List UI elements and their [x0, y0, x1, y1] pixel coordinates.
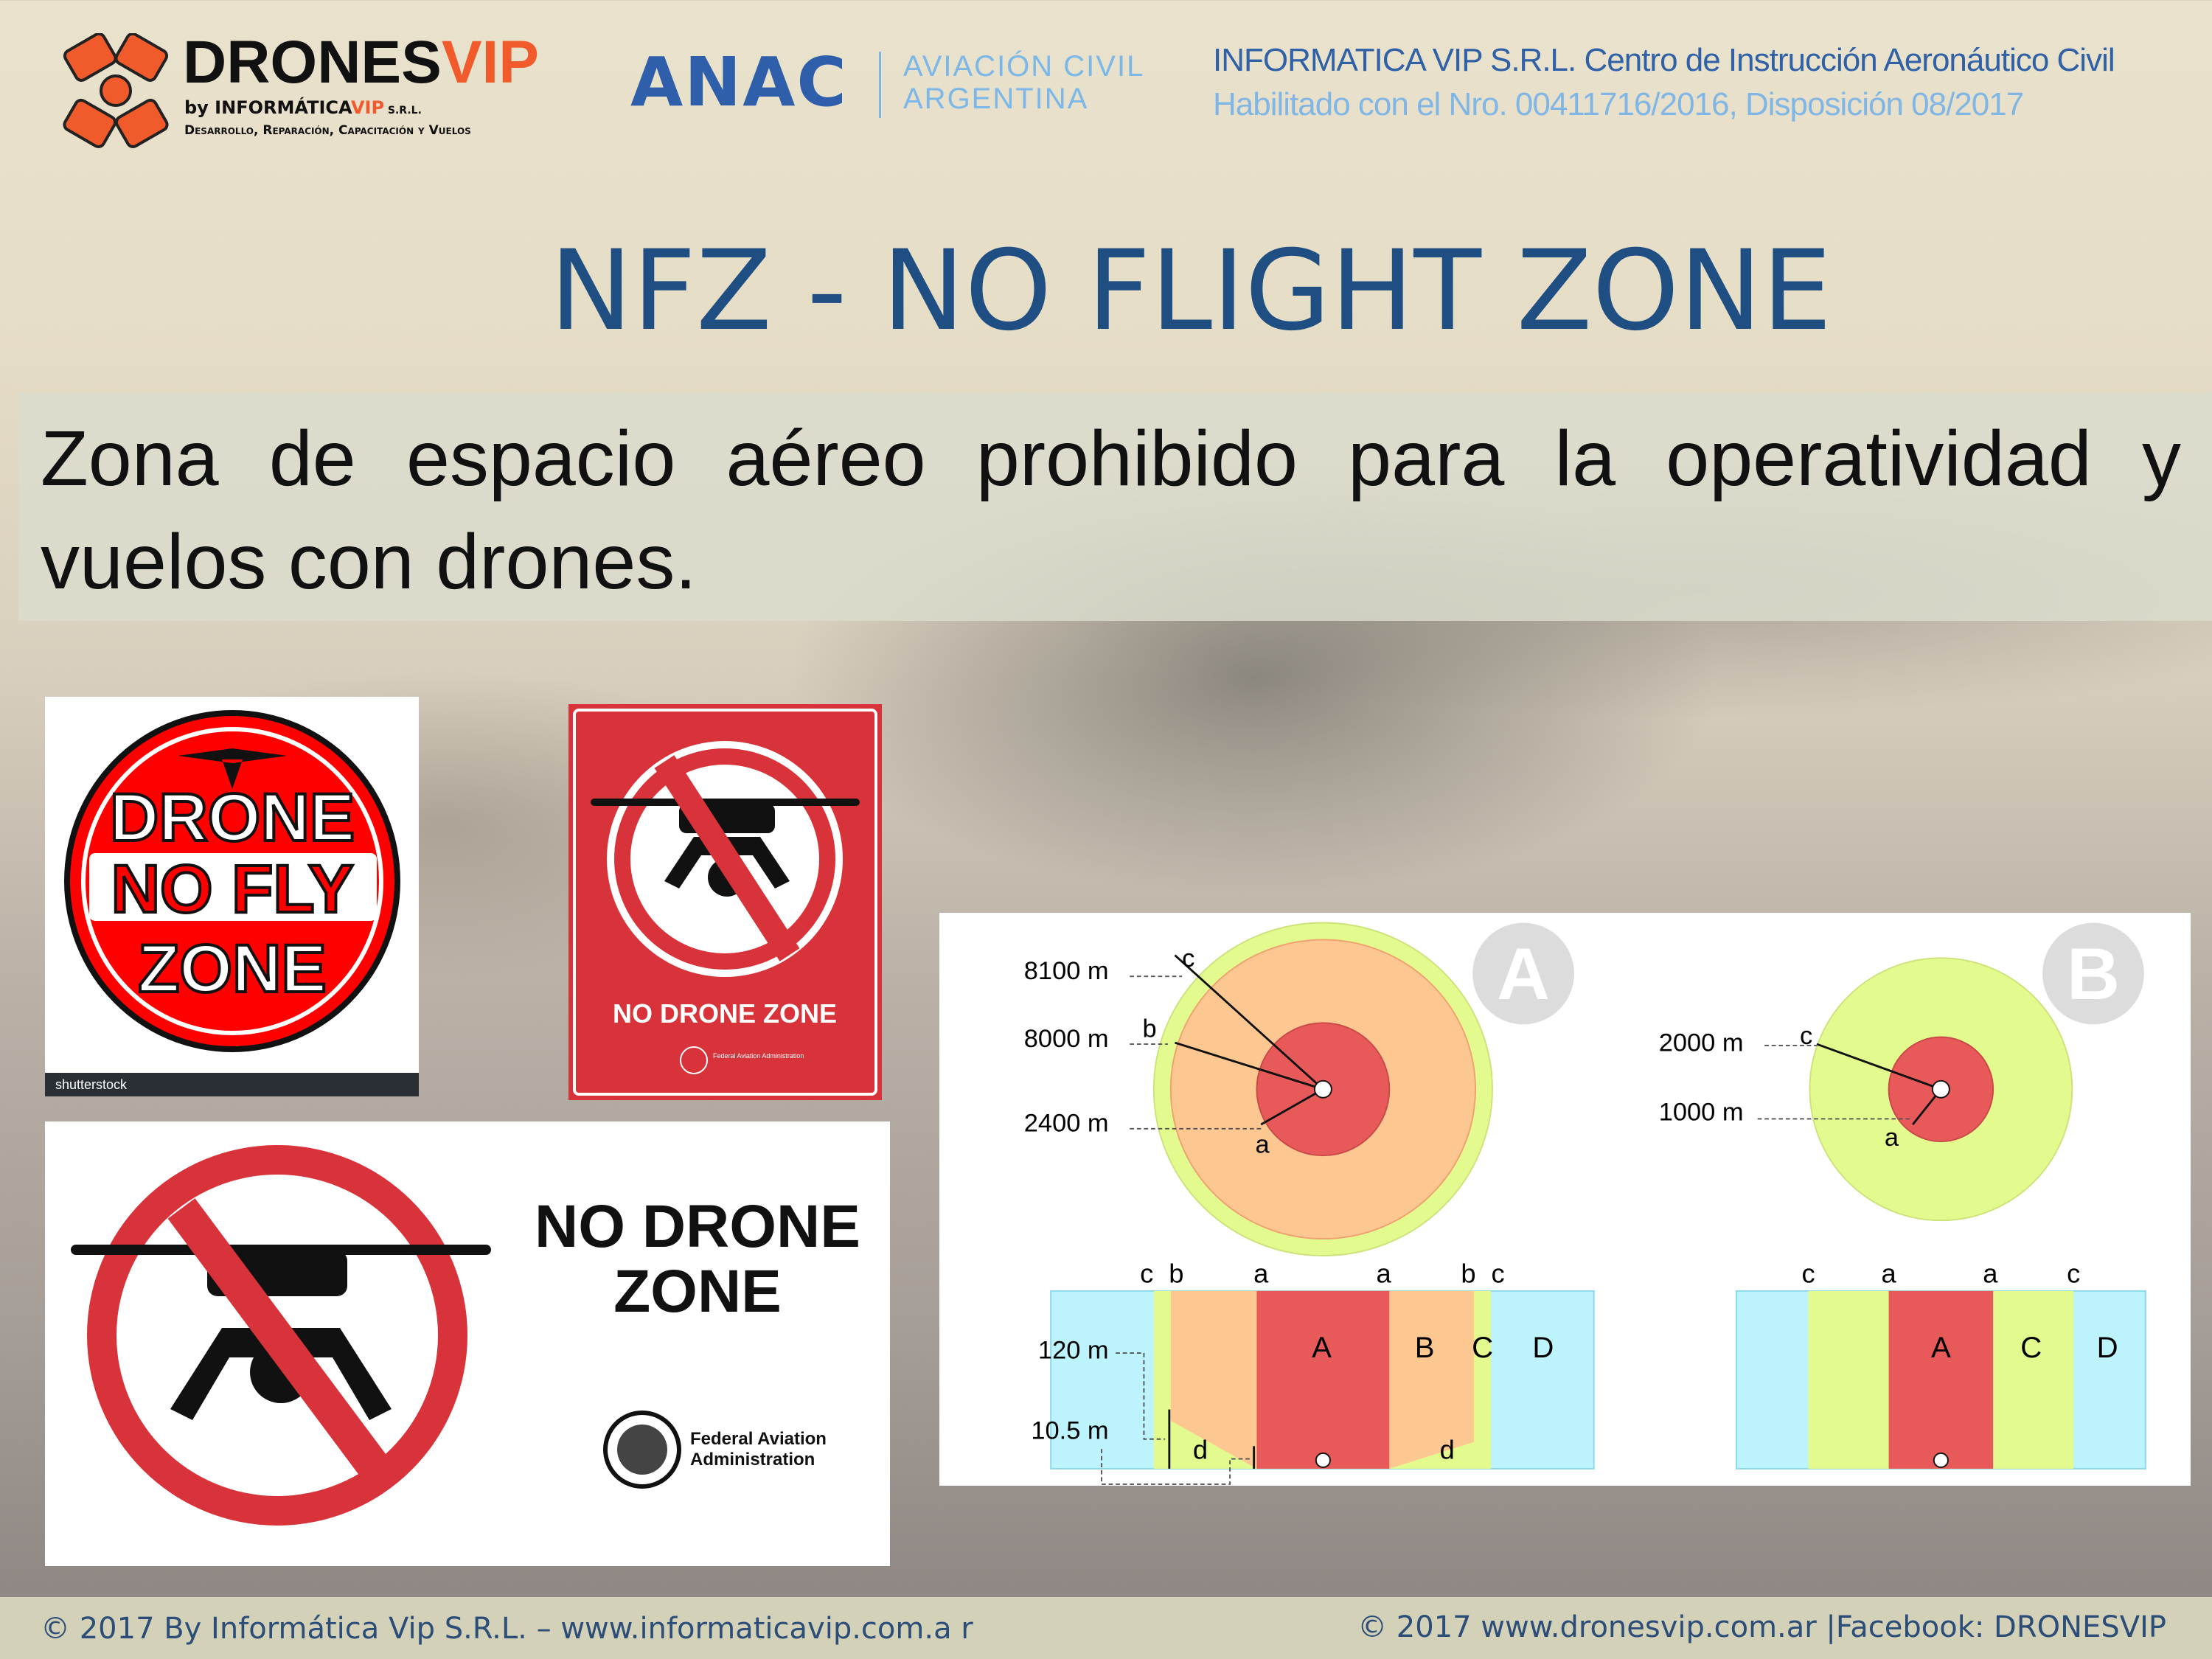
- label-8000m: 8000 m: [1024, 1025, 1109, 1053]
- nfz-zones-diagram: A 8100 m 8000 m 2400 m c b a B 2000 m 10…: [939, 913, 2191, 1486]
- sign3-agency1: Federal Aviation: [690, 1429, 827, 1449]
- dronesvip-logo-icon: [63, 33, 169, 148]
- diagram-label: c: [1492, 1258, 1505, 1288]
- diagram-label: c: [1801, 1258, 1815, 1288]
- diagram-label: B: [1415, 1331, 1435, 1364]
- label-10-5m: 10.5 m: [1031, 1417, 1108, 1445]
- institution-name: INFORMATICA VIP S.R.L. Centro de Instruc…: [1213, 42, 2115, 78]
- diagram-b-top: B 2000 m 1000 m c a: [1659, 922, 2144, 1222]
- dronesvip-logo-text: DRONESVIP: [183, 29, 539, 96]
- sign3-line1: NO DRONE: [535, 1193, 860, 1260]
- sign2-agency: Federal Aviation Administration: [713, 1052, 804, 1060]
- sign3-agency2: Administration: [690, 1450, 815, 1470]
- watermark-text: shutterstock: [55, 1077, 128, 1092]
- diagram-label: a: [1256, 1130, 1270, 1158]
- sign1-line3: ZONE: [138, 931, 327, 1006]
- sign-drone-no-fly-zone: DRONE NO FLY ZONE shutterstock: [45, 697, 419, 1096]
- airplane-icon: [178, 748, 287, 789]
- footer-bar: [0, 1597, 2212, 1659]
- diagram-label: A: [1312, 1331, 1332, 1364]
- footer-copyright-left: © 2017 By Informática Vip S.R.L. – www.i…: [41, 1612, 973, 1646]
- diagram-label: b: [1169, 1258, 1183, 1288]
- logo-byline: by INFORMÁTICAVIP S.R.L.: [184, 97, 422, 118]
- diagram-b-side: c a a c A C D: [1735, 1258, 2146, 1470]
- sign1-line1: DRONE: [110, 780, 355, 855]
- diagram-label: c: [2067, 1258, 2080, 1288]
- diagram-label: c: [1800, 1022, 1812, 1050]
- diagram-label: A: [1931, 1331, 1951, 1364]
- anac-subtitle: AVIACIÓN CIVIL ARGENTINA: [903, 50, 1145, 115]
- diagram-label: C: [1472, 1331, 1493, 1364]
- diagram-label: D: [2097, 1331, 2118, 1364]
- diagram-label: d: [1440, 1435, 1455, 1465]
- diagram-label: a: [1983, 1258, 1998, 1288]
- diagram-label: b: [1142, 1015, 1156, 1043]
- badge-b: B: [2067, 933, 2120, 1015]
- diagram-label: D: [1532, 1331, 1554, 1364]
- anac-logo: ANAC: [630, 43, 848, 122]
- sign3-line2: ZONE: [613, 1258, 782, 1325]
- label-8100m: 8100 m: [1024, 957, 1109, 985]
- label-2400m: 2400 m: [1024, 1110, 1109, 1138]
- diagram-a-top: A 8100 m 8000 m 2400 m c b a: [1024, 922, 1574, 1256]
- label-2000m: 2000 m: [1659, 1029, 1744, 1057]
- footer-copyright-right: © 2017 www.dronesvip.com.ar |Facebook: D…: [1357, 1610, 2166, 1644]
- sign1-line2: NO FLY: [111, 852, 354, 927]
- description-band: Zona de espacio aéreo prohibido para la …: [18, 392, 2212, 621]
- diagram-label: c: [1182, 945, 1194, 973]
- sign-no-drone-zone-faa: NO DRONE ZONE Federal Aviation Administr…: [45, 1121, 890, 1566]
- logo-tagline: Desarrollo, Reparación, Capacitación y V…: [184, 123, 471, 138]
- diagram-label: C: [2020, 1331, 2042, 1364]
- diagram-label: a: [1885, 1124, 1899, 1152]
- label-120m: 120 m: [1038, 1337, 1109, 1365]
- description-text: Zona de espacio aéreo prohibido para la …: [41, 415, 2181, 605]
- diagram-label: a: [1881, 1258, 1896, 1288]
- anac-divider: [879, 52, 881, 118]
- sign2-text: NO DRONE ZONE: [613, 998, 837, 1029]
- page-title: NFZ - NO FLIGHT ZONE: [549, 227, 1832, 355]
- badge-a: A: [1497, 933, 1550, 1015]
- diagram-label: c: [1140, 1258, 1153, 1288]
- institution-license: Habilitado con el Nro. 00411716/2016, Di…: [1213, 86, 2024, 122]
- label-1000m: 1000 m: [1659, 1098, 1744, 1126]
- diagram-label: a: [1377, 1258, 1392, 1288]
- faa-seal-icon: [680, 1046, 708, 1074]
- sign-no-drone-zone-red: NO DRONE ZONE Federal Aviation Administr…: [568, 704, 882, 1100]
- diagram-label: b: [1461, 1258, 1475, 1288]
- diagram-label: d: [1193, 1435, 1208, 1465]
- diagram-label: a: [1253, 1258, 1269, 1288]
